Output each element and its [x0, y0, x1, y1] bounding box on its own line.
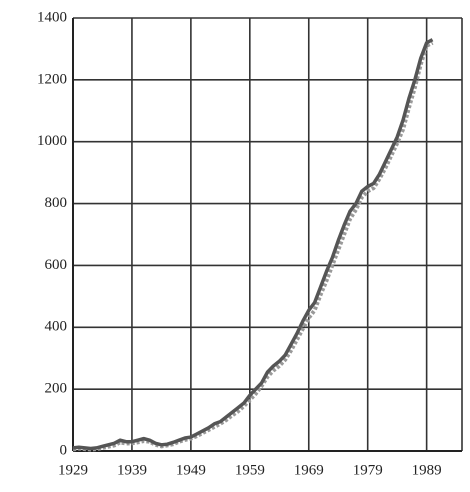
y-tick-label: 200	[45, 381, 68, 397]
line-series	[72, 38, 434, 451]
y-tick-label: 0	[60, 442, 68, 458]
y-tick-label: 600	[45, 257, 68, 273]
x-tick-label: 1939	[117, 462, 147, 478]
x-tick-label: 1959	[235, 462, 265, 478]
x-tick-label: 1989	[412, 462, 442, 478]
y-tick-label: 400	[45, 319, 68, 335]
x-tick-label: 1979	[353, 462, 383, 478]
x-tick-label: 1929	[58, 462, 88, 478]
y-tick-label: 1400	[37, 9, 67, 25]
x-tick-label: 1969	[294, 462, 324, 478]
y-tick-label: 800	[45, 195, 68, 211]
y-tick-label: 1000	[37, 133, 67, 149]
y-tick-label: 1200	[37, 71, 67, 87]
x-tick-label: 1949	[176, 462, 206, 478]
